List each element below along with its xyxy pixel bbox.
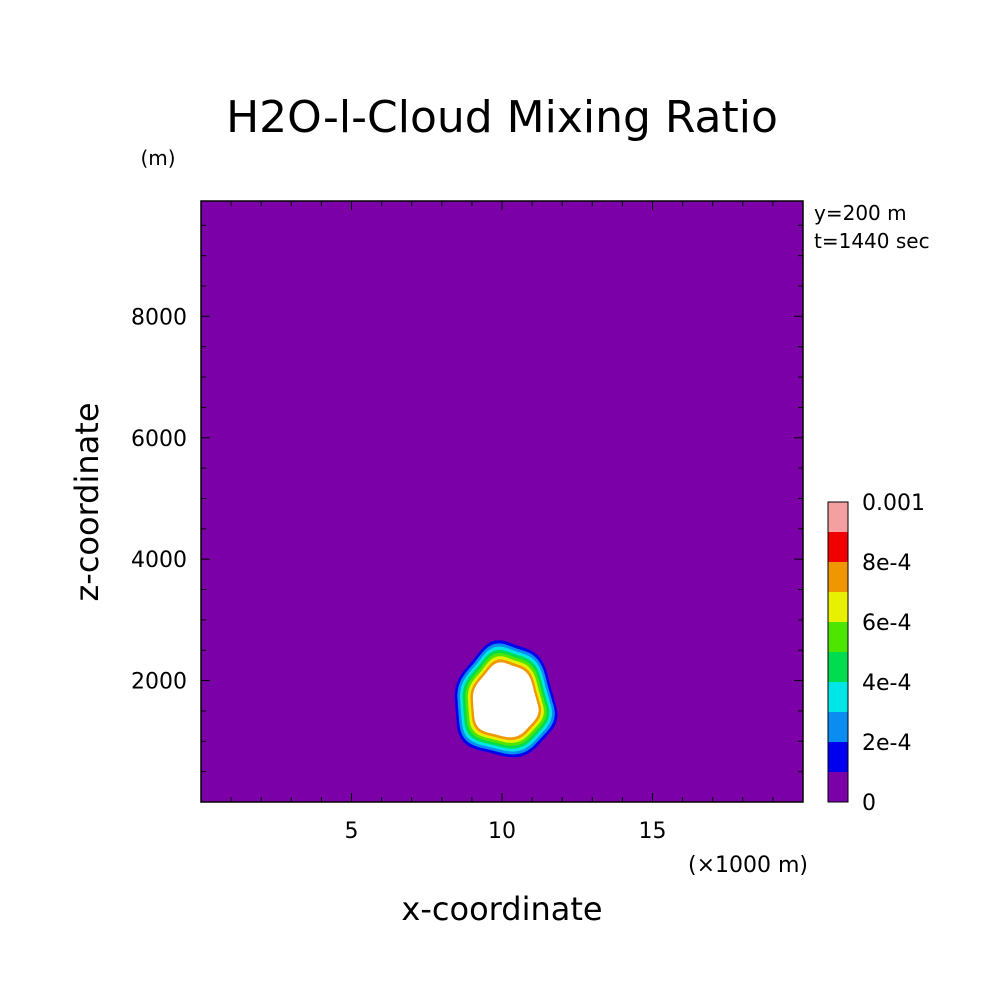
chart-title: H2O-l-Cloud Mixing Ratio xyxy=(226,92,778,143)
x-unit-label: (×1000 m) xyxy=(688,853,808,878)
contour-field xyxy=(201,201,803,802)
x-tick-labels: 5 10 15 xyxy=(345,819,667,844)
y-tick-label: 4000 xyxy=(131,548,187,573)
colorbar-label: 2e-4 xyxy=(862,731,911,756)
colorbar-swatch xyxy=(828,592,848,622)
colorbar-swatch xyxy=(828,562,848,592)
colorbar-swatch xyxy=(828,502,848,532)
x-axis-label: x-coordinate xyxy=(401,890,602,928)
colorbar-swatch xyxy=(828,622,848,652)
colorbar: 0 2e-4 4e-4 6e-4 8e-4 0.001 xyxy=(827,491,925,816)
y-tick-label: 8000 xyxy=(131,305,187,330)
colorbar-label: 4e-4 xyxy=(862,671,911,696)
colorbar-swatch xyxy=(828,532,848,562)
colorbar-label: 6e-4 xyxy=(862,611,911,636)
x-tick-label: 10 xyxy=(488,819,516,844)
colorbar-swatch xyxy=(828,652,848,682)
y-unit-label: (m) xyxy=(140,146,175,170)
colorbar-label: 8e-4 xyxy=(862,551,911,576)
colorbar-frame xyxy=(827,501,849,803)
colorbar-swatch xyxy=(828,772,848,802)
x-tick-label: 5 xyxy=(345,819,359,844)
axis-ticks xyxy=(201,201,803,802)
x-tick-label: 15 xyxy=(639,819,667,844)
y-tick-labels: 2000 4000 6000 8000 xyxy=(131,305,187,694)
colorbar-swatch xyxy=(828,712,848,742)
colorbar-swatch xyxy=(828,682,848,712)
contour-core xyxy=(472,662,539,738)
y-axis-label: z-coordinate xyxy=(68,402,106,601)
plot-frame xyxy=(200,200,804,803)
y-tick-label: 6000 xyxy=(131,427,187,452)
y-tick-label: 2000 xyxy=(131,670,187,695)
annotation-y-position: y=200 m xyxy=(814,201,907,225)
annotation-time: t=1440 sec xyxy=(814,229,930,253)
colorbar-label: 0.001 xyxy=(862,491,925,516)
colorbar-swatch xyxy=(828,742,848,772)
colorbar-label: 0 xyxy=(862,791,876,816)
